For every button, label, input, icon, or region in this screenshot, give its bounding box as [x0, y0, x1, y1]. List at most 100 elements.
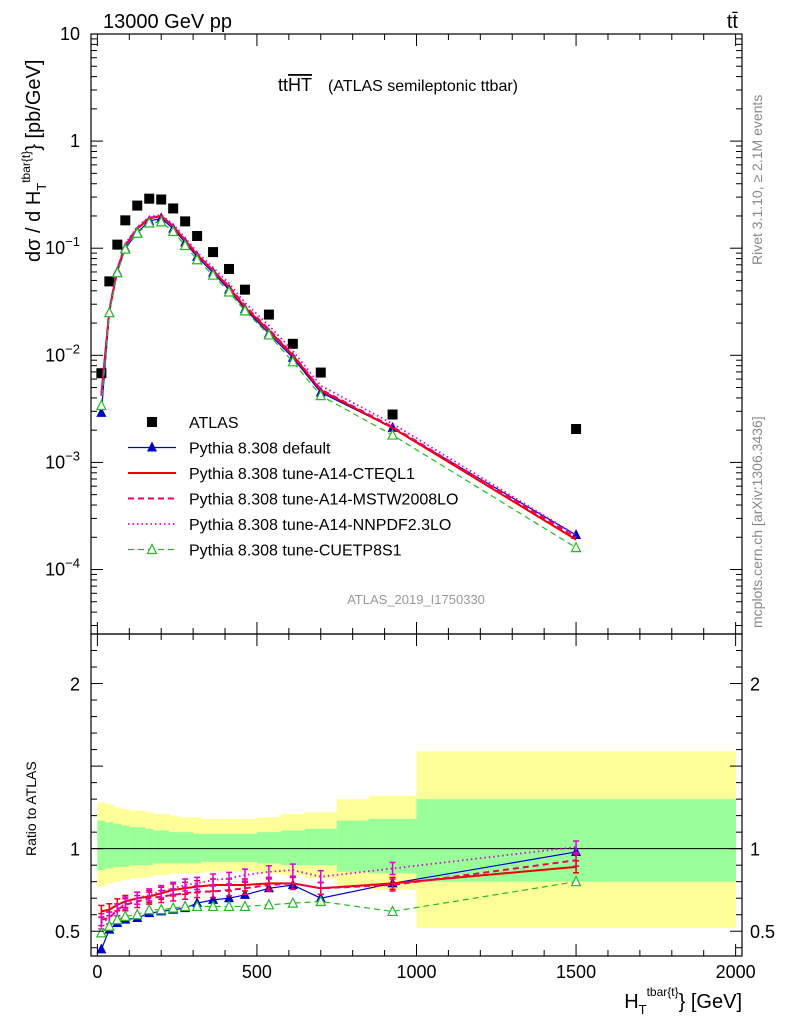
main-line-pythia-8-308-tune-a14-mstw2008lo — [100, 214, 577, 539]
main-point-atlas — [571, 424, 582, 435]
main-point-atlas — [156, 194, 167, 205]
legend-label-atlas: ATLAS — [189, 415, 239, 432]
main-point-pythia-8-308-tune-cuetp8s1 — [103, 306, 115, 318]
main-point-pythia-8-308-tune-cuetp8s1 — [131, 226, 143, 238]
main-y-tick-label: 10−4 — [45, 556, 80, 580]
main-point-atlas — [192, 231, 203, 242]
legend-label-pythia-8-308-tune-a14-nnpdf2-3lo: Pythia 8.308 tune-A14-NNPDF2.3LO — [189, 517, 451, 534]
main-point-atlas — [208, 247, 219, 258]
ratio-point-pythia-8-308-tune-cuetp8s1 — [191, 900, 203, 912]
uncertainty-band-green — [225, 833, 258, 862]
tick-exponent: −3 — [65, 448, 80, 463]
main-point-pythia-8-308-default — [571, 529, 582, 540]
x-axis-label-main: H — [624, 991, 638, 1013]
main-y-tick-label: 10−1 — [45, 234, 80, 258]
ratio-point-pythia-8-308-tune-cuetp8s1 — [315, 895, 327, 907]
main-point-pythia-8-308-tune-cuetp8s1 — [119, 242, 131, 254]
process-label: tt̄ — [727, 11, 739, 33]
uncertainty-band-green — [145, 828, 154, 866]
chart-title-overline: HT — [288, 75, 312, 95]
uncertainty-band-green — [177, 832, 194, 864]
ratio-ylabel: Ratio to ATLAS — [23, 761, 39, 856]
main-point-pythia-8-308-tune-cuetp8s1 — [387, 428, 399, 440]
main-point-pythia-8-308-tune-cuetp8s1 — [287, 355, 299, 367]
main-point-pythia-8-308-tune-cuetp8s1 — [111, 266, 123, 278]
ratio-y-tick-label-left: 2 — [70, 675, 80, 695]
ratio-point-pythia-8-308-tune-cuetp8s1 — [179, 900, 191, 912]
x-tick-label: 1000 — [396, 962, 436, 982]
legend-label-pythia-8-308-tune-a14-cteql1: Pythia 8.308 tune-A14-CTEQL1 — [189, 466, 415, 483]
ratio-point-pythia-8-308-tune-cuetp8s1 — [570, 875, 582, 887]
ratio-point-pythia-8-308-default — [96, 943, 107, 954]
main-point-atlas — [287, 338, 298, 349]
mcplots-label: mcplots.cern.ch [arXiv:1306.3436] — [749, 416, 765, 628]
main-point-atlas — [180, 216, 191, 227]
rivet-label: Rivet 3.1.10, ≥ 2.1M events — [749, 95, 765, 265]
ratio-point-pythia-8-308-tune-cuetp8s1 — [239, 900, 251, 912]
main-ylabel-unit: } [pb/GeV] — [23, 60, 45, 151]
legend-marker-pythia-8-308-tune-cuetp8s1 — [146, 543, 158, 555]
ratio-point-pythia-8-308-tune-cuetp8s1 — [103, 919, 115, 931]
energy-label: 13000 GeV pp — [103, 11, 232, 33]
ratio-y-tick-label-left: 1 — [70, 840, 80, 860]
main-point-atlas — [132, 200, 143, 211]
x-tick-label: 1500 — [556, 962, 596, 982]
ratio-y-tick-label-left: 0.5 — [55, 922, 80, 942]
main-point-atlas — [120, 215, 131, 226]
uncertainty-band-green — [129, 827, 146, 866]
legend-label-pythia-8-308-default: Pythia 8.308 default — [189, 441, 331, 458]
watermark: ATLAS_2019_I1750330 — [347, 592, 485, 607]
ratio-point-pythia-8-308-tune-cuetp8s1 — [207, 900, 219, 912]
x-axis-label-sub: T — [639, 1002, 647, 1017]
x-tick-label: 0 — [92, 962, 102, 982]
tick-exponent: −1 — [65, 234, 80, 249]
legend: ATLAS Pythia 8.308 default Pythia 8.308 tu… — [128, 415, 458, 560]
main-point-pythia-8-308-tune-cuetp8s1 — [143, 216, 155, 228]
x-tick-label: 500 — [242, 962, 272, 982]
tick-exponent: −2 — [65, 341, 80, 356]
legend-marker-pythia-8-308-default — [147, 441, 157, 452]
main-line-pythia-8-308-default — [100, 217, 577, 536]
main-y-tick-label: 10 — [60, 24, 80, 44]
tick-base: 10 — [45, 238, 65, 258]
tick-base: 10 — [45, 345, 65, 365]
ratio-point-pythia-8-308-tune-cuetp8s1 — [111, 913, 123, 925]
chart-title: ttHT — [278, 75, 312, 95]
ratio-y-tick-label-right: 0.5 — [750, 922, 775, 942]
x-axis-label-unit: } [GeV] — [679, 991, 742, 1013]
main-point-pythia-8-308-tune-cuetp8s1 — [155, 215, 167, 227]
main-line-pythia-8-308-tune-a14-nnpdf2-3lo — [100, 213, 577, 536]
ratio-line-pythia-8-308-tune-a14-mstw2008lo — [101, 859, 577, 921]
ratio-point-pythia-8-308-default — [224, 892, 235, 903]
ratio-point-pythia-8-308-tune-cuetp8s1 — [155, 903, 167, 915]
uncertainty-band-green — [256, 832, 282, 864]
ratio-y-tick-label-right: 2 — [750, 675, 760, 695]
ratio-point-pythia-8-308-tune-cuetp8s1 — [143, 903, 155, 915]
uncertainty-band-green — [169, 832, 178, 864]
uncertainty-band-green — [105, 822, 114, 869]
ratio-point-pythia-8-308-default — [208, 893, 219, 904]
legend-marker-atlas — [147, 417, 157, 427]
x-axis-label: HTtbar{t}} [GeV] — [624, 985, 742, 1017]
main-point-pythia-8-308-tune-cuetp8s1 — [315, 389, 327, 401]
x-axis-label-sup: tbar{t} — [647, 985, 679, 999]
main-y-tick-label: 1 — [70, 131, 80, 151]
main-y-tick-label: 10−3 — [45, 448, 80, 472]
ratio-line-pythia-8-308-tune-cuetp8s1 — [100, 881, 577, 934]
ratio-point-pythia-8-308-tune-cuetp8s1 — [387, 905, 399, 917]
main-point-atlas — [104, 276, 115, 287]
ratio-point-pythia-8-308-tune-cuetp8s1 — [131, 908, 143, 920]
main-ylabel-sup: tbar{t} — [19, 151, 33, 183]
legend-label-pythia-8-308-tune-a14-mstw2008lo: Pythia 8.308 tune-A14-MSTW2008LO — [189, 492, 458, 509]
main-point-pythia-8-308-tune-cuetp8s1 — [239, 304, 251, 316]
uncertainty-band-green — [97, 820, 106, 871]
ratio-point-pythia-8-308-tune-cuetp8s1 — [167, 901, 179, 913]
legend-label-pythia-8-308-tune-cuetp8s1: Pythia 8.308 tune-CUETP8S1 — [189, 543, 402, 560]
main-point-atlas — [168, 203, 179, 214]
main-point-atlas — [224, 263, 235, 274]
main-point-atlas — [112, 239, 123, 250]
uncertainty-band-green — [280, 830, 306, 866]
main-point-atlas — [96, 368, 107, 379]
chart-subtitle: (ATLAS semileptonic ttbar) — [328, 78, 518, 95]
